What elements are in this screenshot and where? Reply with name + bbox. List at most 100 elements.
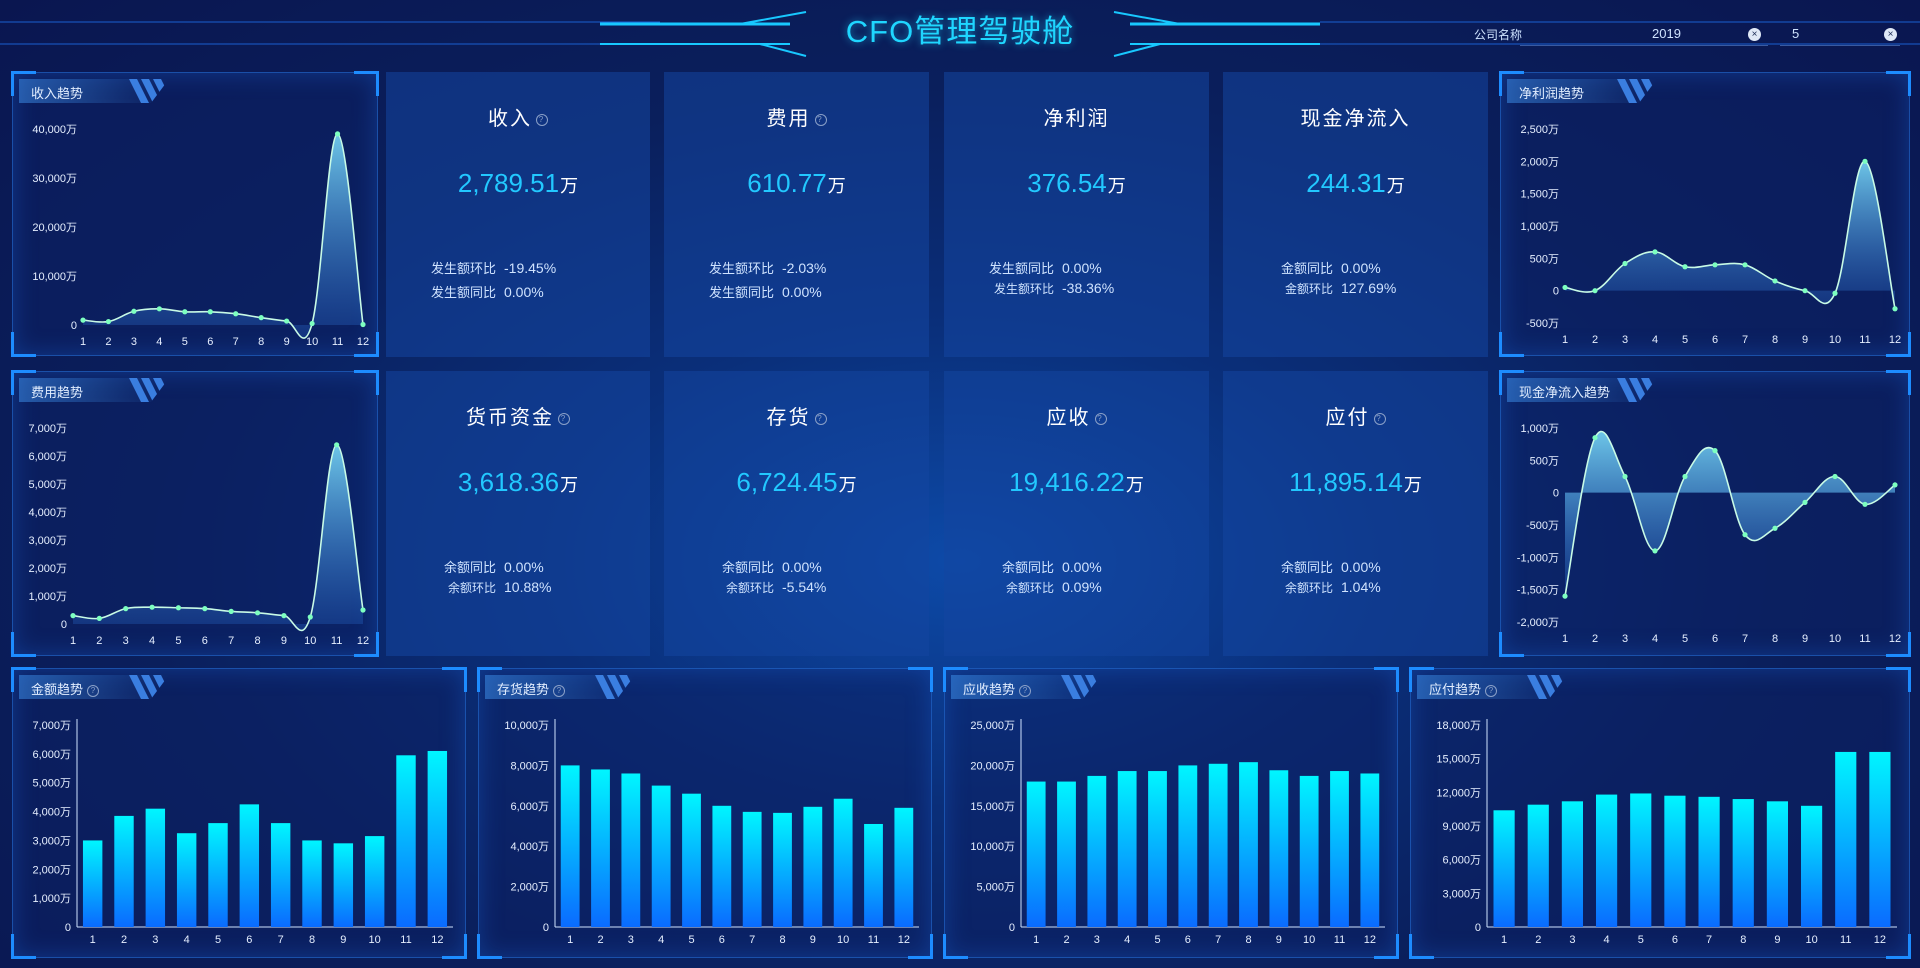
kpi-card-payable[interactable]: 应付? 11,895.14万 余额同比 0.00% 余额环比 1.04%	[1223, 371, 1488, 656]
x-tick-label: 12	[1874, 934, 1886, 946]
y-tick-label: 0	[1009, 922, 1015, 934]
help-icon[interactable]: ?	[558, 412, 570, 425]
series-area	[1565, 431, 1895, 597]
help-icon[interactable]: ?	[1485, 684, 1498, 697]
x-tick-label: 5	[1682, 334, 1688, 346]
x-tick-label: 8	[258, 336, 264, 348]
panel-title: 费用趋势	[19, 378, 169, 402]
bar	[1299, 775, 1319, 927]
amount-trend-title: 金额趋势?	[31, 679, 100, 698]
x-tick-label: 1	[567, 934, 573, 946]
kpi-row: 余额同比 0.00%	[721, 559, 822, 575]
y-tick-label: 2,000万	[1520, 156, 1559, 168]
x-tick-label: 4	[156, 336, 162, 348]
help-icon[interactable]: ?	[814, 412, 827, 425]
series-area	[1565, 161, 1895, 309]
x-tick-label: 8	[1740, 934, 1746, 946]
data-point	[1712, 262, 1718, 268]
kpi-card-net-profit[interactable]: 净利润 376.54万 发生额同比 0.00% 发生额环比 -38.36%	[944, 72, 1209, 357]
x-tick-label: 9	[810, 934, 816, 946]
y-tick-label: 10,000万	[504, 720, 549, 732]
x-tick-label: 1	[1501, 934, 1507, 946]
x-tick-label: 8	[779, 934, 785, 946]
series-area	[83, 133, 363, 339]
bar	[773, 812, 792, 927]
help-icon[interactable]: ?	[1019, 684, 1032, 697]
kpi-value: 244.31万	[1306, 168, 1405, 198]
cashflow-trend-panel: 现金净流入趋势 -2,000万 -1,500万 -1,000万 -500万 0 500万 1…	[1499, 370, 1911, 657]
x-tick-label: 2	[96, 635, 102, 647]
bar	[1269, 770, 1289, 927]
x-tick-label: 8	[1772, 334, 1778, 346]
bar	[1148, 771, 1167, 927]
bar	[803, 806, 823, 927]
x-tick-label: 2	[1592, 633, 1598, 645]
bar	[682, 793, 701, 927]
help-icon[interactable]: ?	[814, 113, 827, 126]
data-point	[1772, 525, 1778, 531]
kpi-card-cash-inflow[interactable]: 现金净流入 244.31万 金额同比 0.00% 金额环比 127.69%	[1223, 72, 1488, 357]
data-point	[1892, 306, 1898, 312]
company-label: 公司名称	[1474, 28, 1523, 42]
kpi-row: 发生额同比 0.00%	[708, 284, 822, 300]
x-tick-label: 3	[131, 336, 137, 348]
x-tick-label: 4	[1652, 633, 1658, 645]
y-tick-label: 3,000万	[1442, 888, 1481, 900]
y-tick-label: 10,000万	[970, 841, 1015, 853]
kpi-value: 6,724.45万	[736, 467, 857, 497]
kpi-row: 余额环比 10.88%	[447, 579, 552, 595]
bar	[1800, 805, 1823, 927]
y-tick-label: 0	[543, 922, 549, 934]
y-tick-label: 25,000万	[970, 720, 1015, 732]
x-tick-label: 12	[1889, 334, 1901, 346]
kpi-card-cash[interactable]: 货币资金? 3,618.36万 余额同比 0.00% 余额环比 10.88%	[386, 371, 650, 656]
kpi-card-income[interactable]: 收入? 2,789.51万 发生额环比 -19.45% 发生额同比 0.00%	[386, 72, 650, 357]
x-tick-label: 11	[1840, 934, 1851, 946]
kpi-card-receivable[interactable]: 应收? 19,416.22万 余额同比 0.00% 余额环比 0.09%	[944, 371, 1209, 656]
kpi-card-expense[interactable]: 费用? 610.77万 发生额环比 -2.03% 发生额同比 0.00%	[664, 72, 929, 357]
help-icon[interactable]: ?	[536, 113, 548, 126]
x-tick-label: 1	[1562, 633, 1568, 645]
help-icon[interactable]: ?	[1373, 412, 1386, 425]
bar	[1208, 763, 1228, 927]
data-point	[1712, 448, 1718, 454]
x-tick-label: 2	[597, 934, 603, 946]
x-tick-label: 6	[1672, 934, 1678, 946]
data-point	[1802, 499, 1808, 505]
bar	[651, 785, 671, 927]
x-tick-label: 12	[357, 336, 369, 348]
profit-trend-title: 净利润趋势	[1519, 86, 1585, 101]
panel-title: 应收趋势?	[951, 675, 1101, 699]
bar	[560, 765, 580, 927]
x-tick-label: 11	[868, 934, 879, 946]
y-tick-label: 18,000万	[1436, 720, 1481, 732]
y-tick-label: -1,000万	[1517, 552, 1559, 564]
y-tick-label: 1,000万	[1520, 221, 1559, 233]
month-select[interactable]: 5 ×	[1780, 25, 1900, 46]
y-tick-label: 6,000万	[1442, 855, 1481, 867]
data-point	[207, 309, 213, 315]
year-select[interactable]: 2019 ×	[1520, 25, 1768, 46]
data-point	[149, 604, 155, 610]
x-tick-label: 7	[1742, 633, 1748, 645]
kpi-row: 发生额环比 -2.03%	[708, 260, 827, 276]
kpi-title: 应收?	[944, 401, 1209, 430]
bar	[114, 815, 134, 927]
help-icon[interactable]: ?	[1094, 412, 1107, 425]
data-point	[284, 318, 290, 324]
income-trend-panel: 收入趋势 0 10,000万 20,000万 30,000万 40,000万 1 2 3 4 5 6…	[11, 71, 379, 357]
panel-title: 收入趋势	[19, 79, 169, 103]
x-tick-label: 4	[1124, 934, 1130, 946]
bar	[1087, 775, 1107, 927]
x-tick-label: 1	[90, 934, 96, 946]
kpi-title: 存货?	[664, 401, 929, 430]
x-tick-label: 5	[1154, 934, 1160, 946]
help-icon[interactable]: ?	[87, 684, 100, 697]
help-icon[interactable]: ?	[553, 684, 566, 697]
x-tick-label: 7	[228, 635, 234, 647]
kpi-card-inventory[interactable]: 存货? 6,724.45万 余额同比 0.00% 余额环比 -5.54%	[664, 371, 929, 656]
data-point	[1622, 260, 1628, 267]
year-clear-icon[interactable]: ×	[1748, 28, 1761, 41]
month-clear-icon[interactable]: ×	[1884, 28, 1897, 41]
